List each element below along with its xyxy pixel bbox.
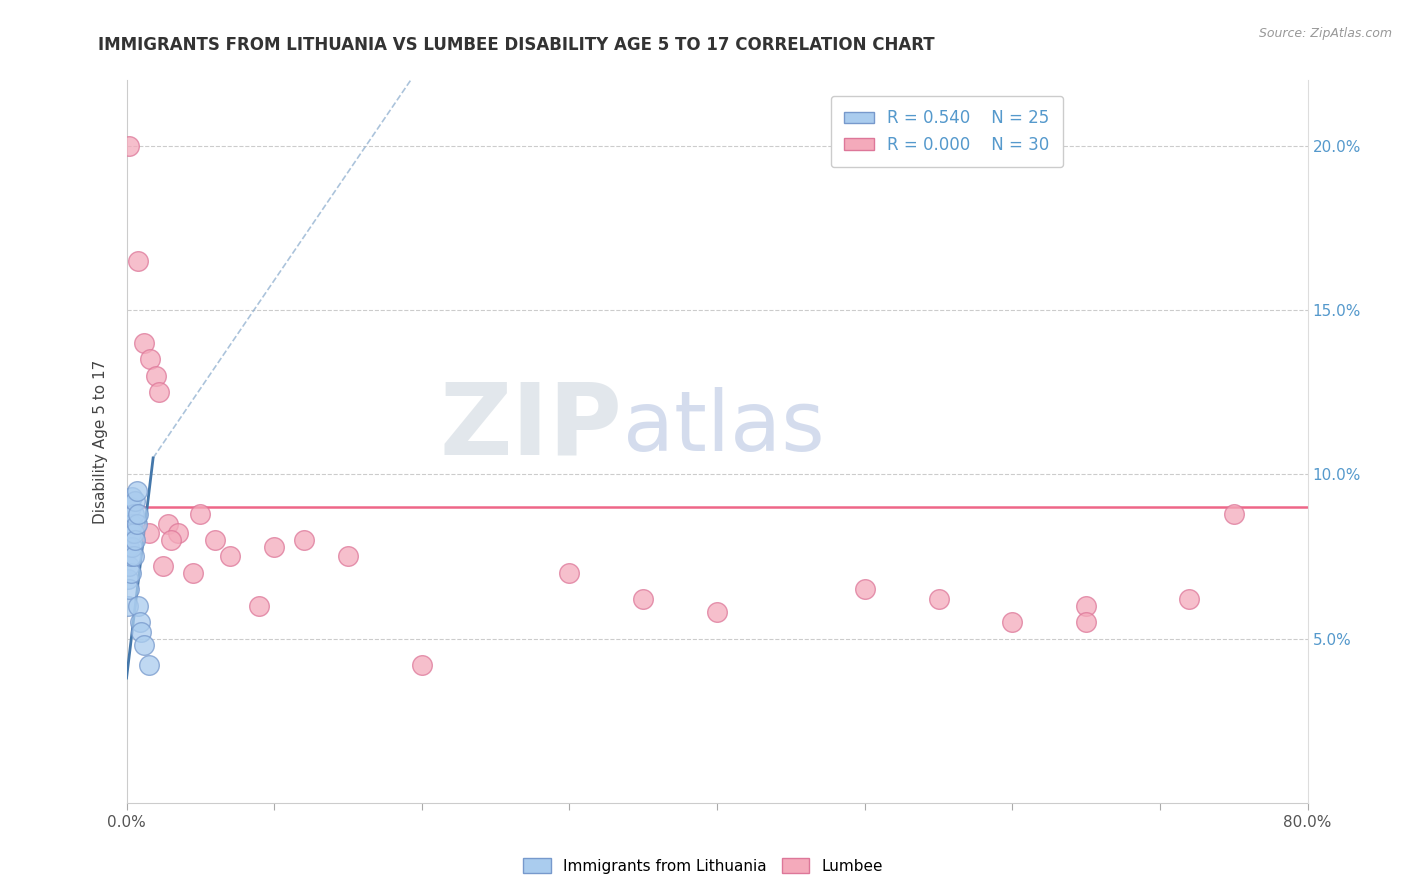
Point [148, 385, 170, 400]
Point [127, 253, 149, 268]
Point [122, 507, 145, 521]
Point [853, 582, 876, 597]
Point [145, 368, 167, 383]
Point [1001, 615, 1024, 630]
Point [118, 540, 141, 554]
Point [204, 533, 226, 547]
Point [633, 592, 655, 607]
Point [117, 573, 139, 587]
Point [167, 526, 190, 541]
Point [125, 483, 148, 498]
Point [120, 500, 142, 515]
Point [1076, 599, 1098, 613]
Point [1223, 507, 1246, 521]
Point [118, 139, 141, 153]
Point [127, 507, 149, 521]
Legend: R = 0.540    N = 25, R = 0.000    N = 30: R = 0.540 N = 25, R = 0.000 N = 30 [831, 95, 1063, 167]
Point [120, 526, 142, 541]
Text: ZIP: ZIP [440, 378, 623, 475]
Point [134, 638, 156, 652]
Point [122, 526, 145, 541]
Point [124, 493, 146, 508]
Point [152, 559, 174, 574]
Point [156, 516, 179, 531]
Text: Source: ZipAtlas.com: Source: ZipAtlas.com [1258, 27, 1392, 40]
Text: atlas: atlas [623, 386, 824, 467]
Point [139, 352, 162, 367]
Point [337, 549, 360, 564]
Point [219, 549, 242, 564]
Point [125, 516, 148, 531]
Point [138, 657, 160, 672]
Point [558, 566, 581, 580]
Point [129, 625, 153, 640]
Point [120, 549, 142, 564]
Point [263, 540, 285, 554]
Point [117, 599, 139, 613]
Point [134, 336, 156, 351]
Point [127, 599, 149, 613]
Point [181, 566, 204, 580]
Point [120, 566, 142, 580]
Point [121, 491, 143, 505]
Point [1076, 615, 1098, 630]
Point [188, 507, 212, 521]
Point [118, 582, 141, 597]
Point [138, 526, 160, 541]
Point [249, 599, 271, 613]
Point [121, 516, 143, 531]
Y-axis label: Disability Age 5 to 17: Disability Age 5 to 17 [93, 359, 108, 524]
Point [292, 533, 315, 547]
Point [122, 549, 145, 564]
Point [118, 559, 141, 574]
Point [121, 540, 143, 554]
Point [160, 533, 183, 547]
Point [1178, 592, 1201, 607]
Point [124, 533, 146, 547]
Legend: Immigrants from Lithuania, Lumbee: Immigrants from Lithuania, Lumbee [517, 852, 889, 880]
Point [128, 615, 150, 630]
Text: IMMIGRANTS FROM LITHUANIA VS LUMBEE DISABILITY AGE 5 TO 17 CORRELATION CHART: IMMIGRANTS FROM LITHUANIA VS LUMBEE DISA… [98, 36, 935, 54]
Point [928, 592, 950, 607]
Point [706, 605, 728, 619]
Point [411, 657, 433, 672]
